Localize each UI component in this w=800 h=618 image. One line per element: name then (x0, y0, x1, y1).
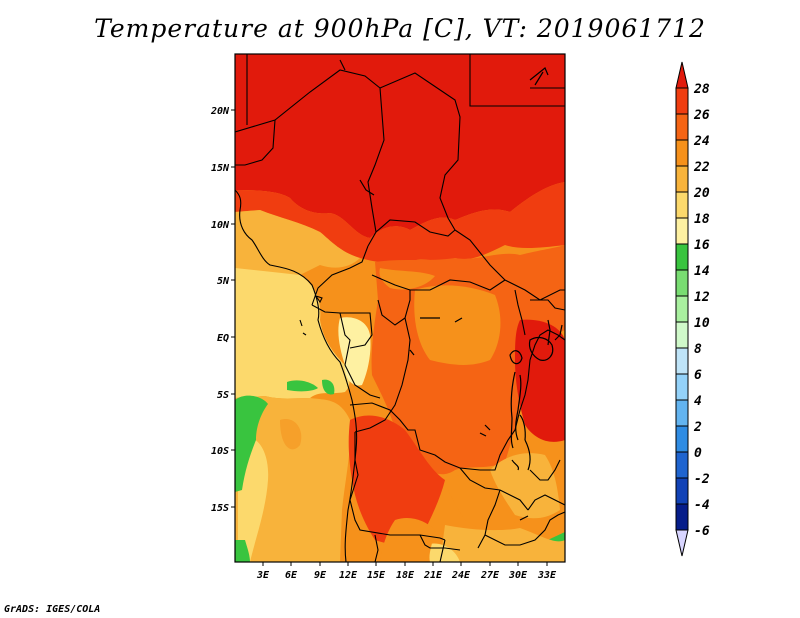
y-tick-label: 5S (217, 390, 229, 401)
colorbar-bin (675, 165, 689, 193)
x-tick-label: 15E (367, 570, 386, 581)
colorbar-bin (675, 217, 689, 245)
colorbar-bin (675, 269, 689, 297)
colorbar-bin (675, 87, 689, 115)
colorbar-label: 0 (694, 446, 702, 461)
colorbar-label: -6 (694, 524, 710, 539)
x-tick-label: 27E (480, 570, 500, 581)
x-tick-marks (262, 562, 548, 566)
x-tick-label: 21E (423, 570, 443, 581)
x-tick-label: 9E (314, 570, 327, 581)
temperature-field (235, 54, 565, 562)
colorbar-label: 16 (694, 238, 710, 253)
colorbar-bin (675, 347, 689, 375)
colorbar-label: 14 (694, 264, 710, 279)
colorbar-label: -2 (694, 472, 710, 487)
x-tick-label: 30E (508, 570, 528, 581)
y-tick-label: 15S (211, 503, 229, 514)
colorbar-bin (675, 139, 689, 167)
lakes-outlines (359, 67, 563, 521)
colorbar-label: 2 (693, 420, 702, 435)
colorbar-bin (675, 321, 689, 349)
colorbar-bin (675, 503, 689, 531)
plot-frame (234, 53, 566, 563)
colorbar-label: 12 (694, 290, 710, 305)
y-tick-label: 5N (217, 276, 230, 287)
colorbar-label: 22 (693, 160, 710, 175)
colorbar-top-arrow (675, 61, 689, 89)
colorbar-bin (675, 477, 689, 505)
coastline (235, 189, 358, 562)
colorbar-label: 6 (694, 368, 702, 383)
x-tick-label: 33E (537, 570, 557, 581)
colorbar-label: 10 (694, 316, 710, 331)
y-tick-marks (231, 109, 235, 508)
colorbar-label: -4 (694, 498, 710, 513)
colorbar-bin (675, 295, 689, 323)
colorbar-label: 28 (693, 82, 710, 97)
colorbar-bin (675, 399, 689, 427)
colorbar-label: 24 (693, 134, 710, 149)
colorbar-bin (675, 243, 689, 271)
map-title: Temperature at 900hPa [C], VT: 201906171… (94, 14, 706, 43)
y-tick-label: EQ (217, 333, 229, 344)
colorbar-label: 8 (694, 342, 702, 357)
colorbar-bin (675, 191, 689, 219)
colorbar-bin (675, 373, 689, 401)
colorbar-label: 4 (694, 394, 702, 409)
y-tick-label: 20N (210, 106, 230, 117)
colorbar-bin (675, 113, 689, 141)
x-tick-label: 12E (339, 570, 358, 581)
grads-credit: GrADS: IGES/COLA (4, 604, 101, 615)
x-tick-label: 24E (451, 570, 471, 581)
x-tick-label: 6E (285, 570, 298, 581)
colorbar-bin (675, 451, 689, 479)
colorbar-label: 26 (693, 108, 710, 123)
y-tick-label: 10N (211, 220, 230, 231)
x-tick-label: 18E (396, 570, 415, 581)
colorbar-bottom-arrow (675, 529, 689, 557)
country-borders (235, 54, 565, 562)
colorbar-label: 18 (694, 212, 710, 227)
y-tick-label: 15N (211, 163, 230, 174)
colorbar-label: 20 (693, 186, 710, 201)
x-tick-label: 3E (256, 570, 270, 581)
y-tick-label: 10S (211, 446, 229, 457)
colorbar-bin (675, 425, 689, 453)
